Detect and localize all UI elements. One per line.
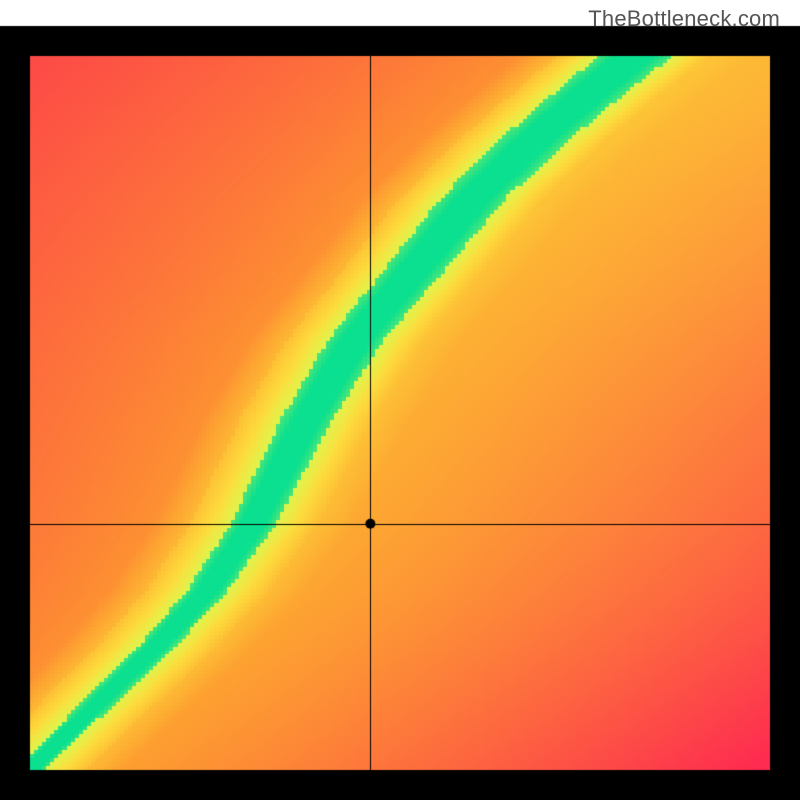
watermark-text: TheBottleneck.com (588, 6, 780, 32)
bottleneck-heatmap (0, 0, 800, 800)
chart-container: TheBottleneck.com (0, 0, 800, 800)
